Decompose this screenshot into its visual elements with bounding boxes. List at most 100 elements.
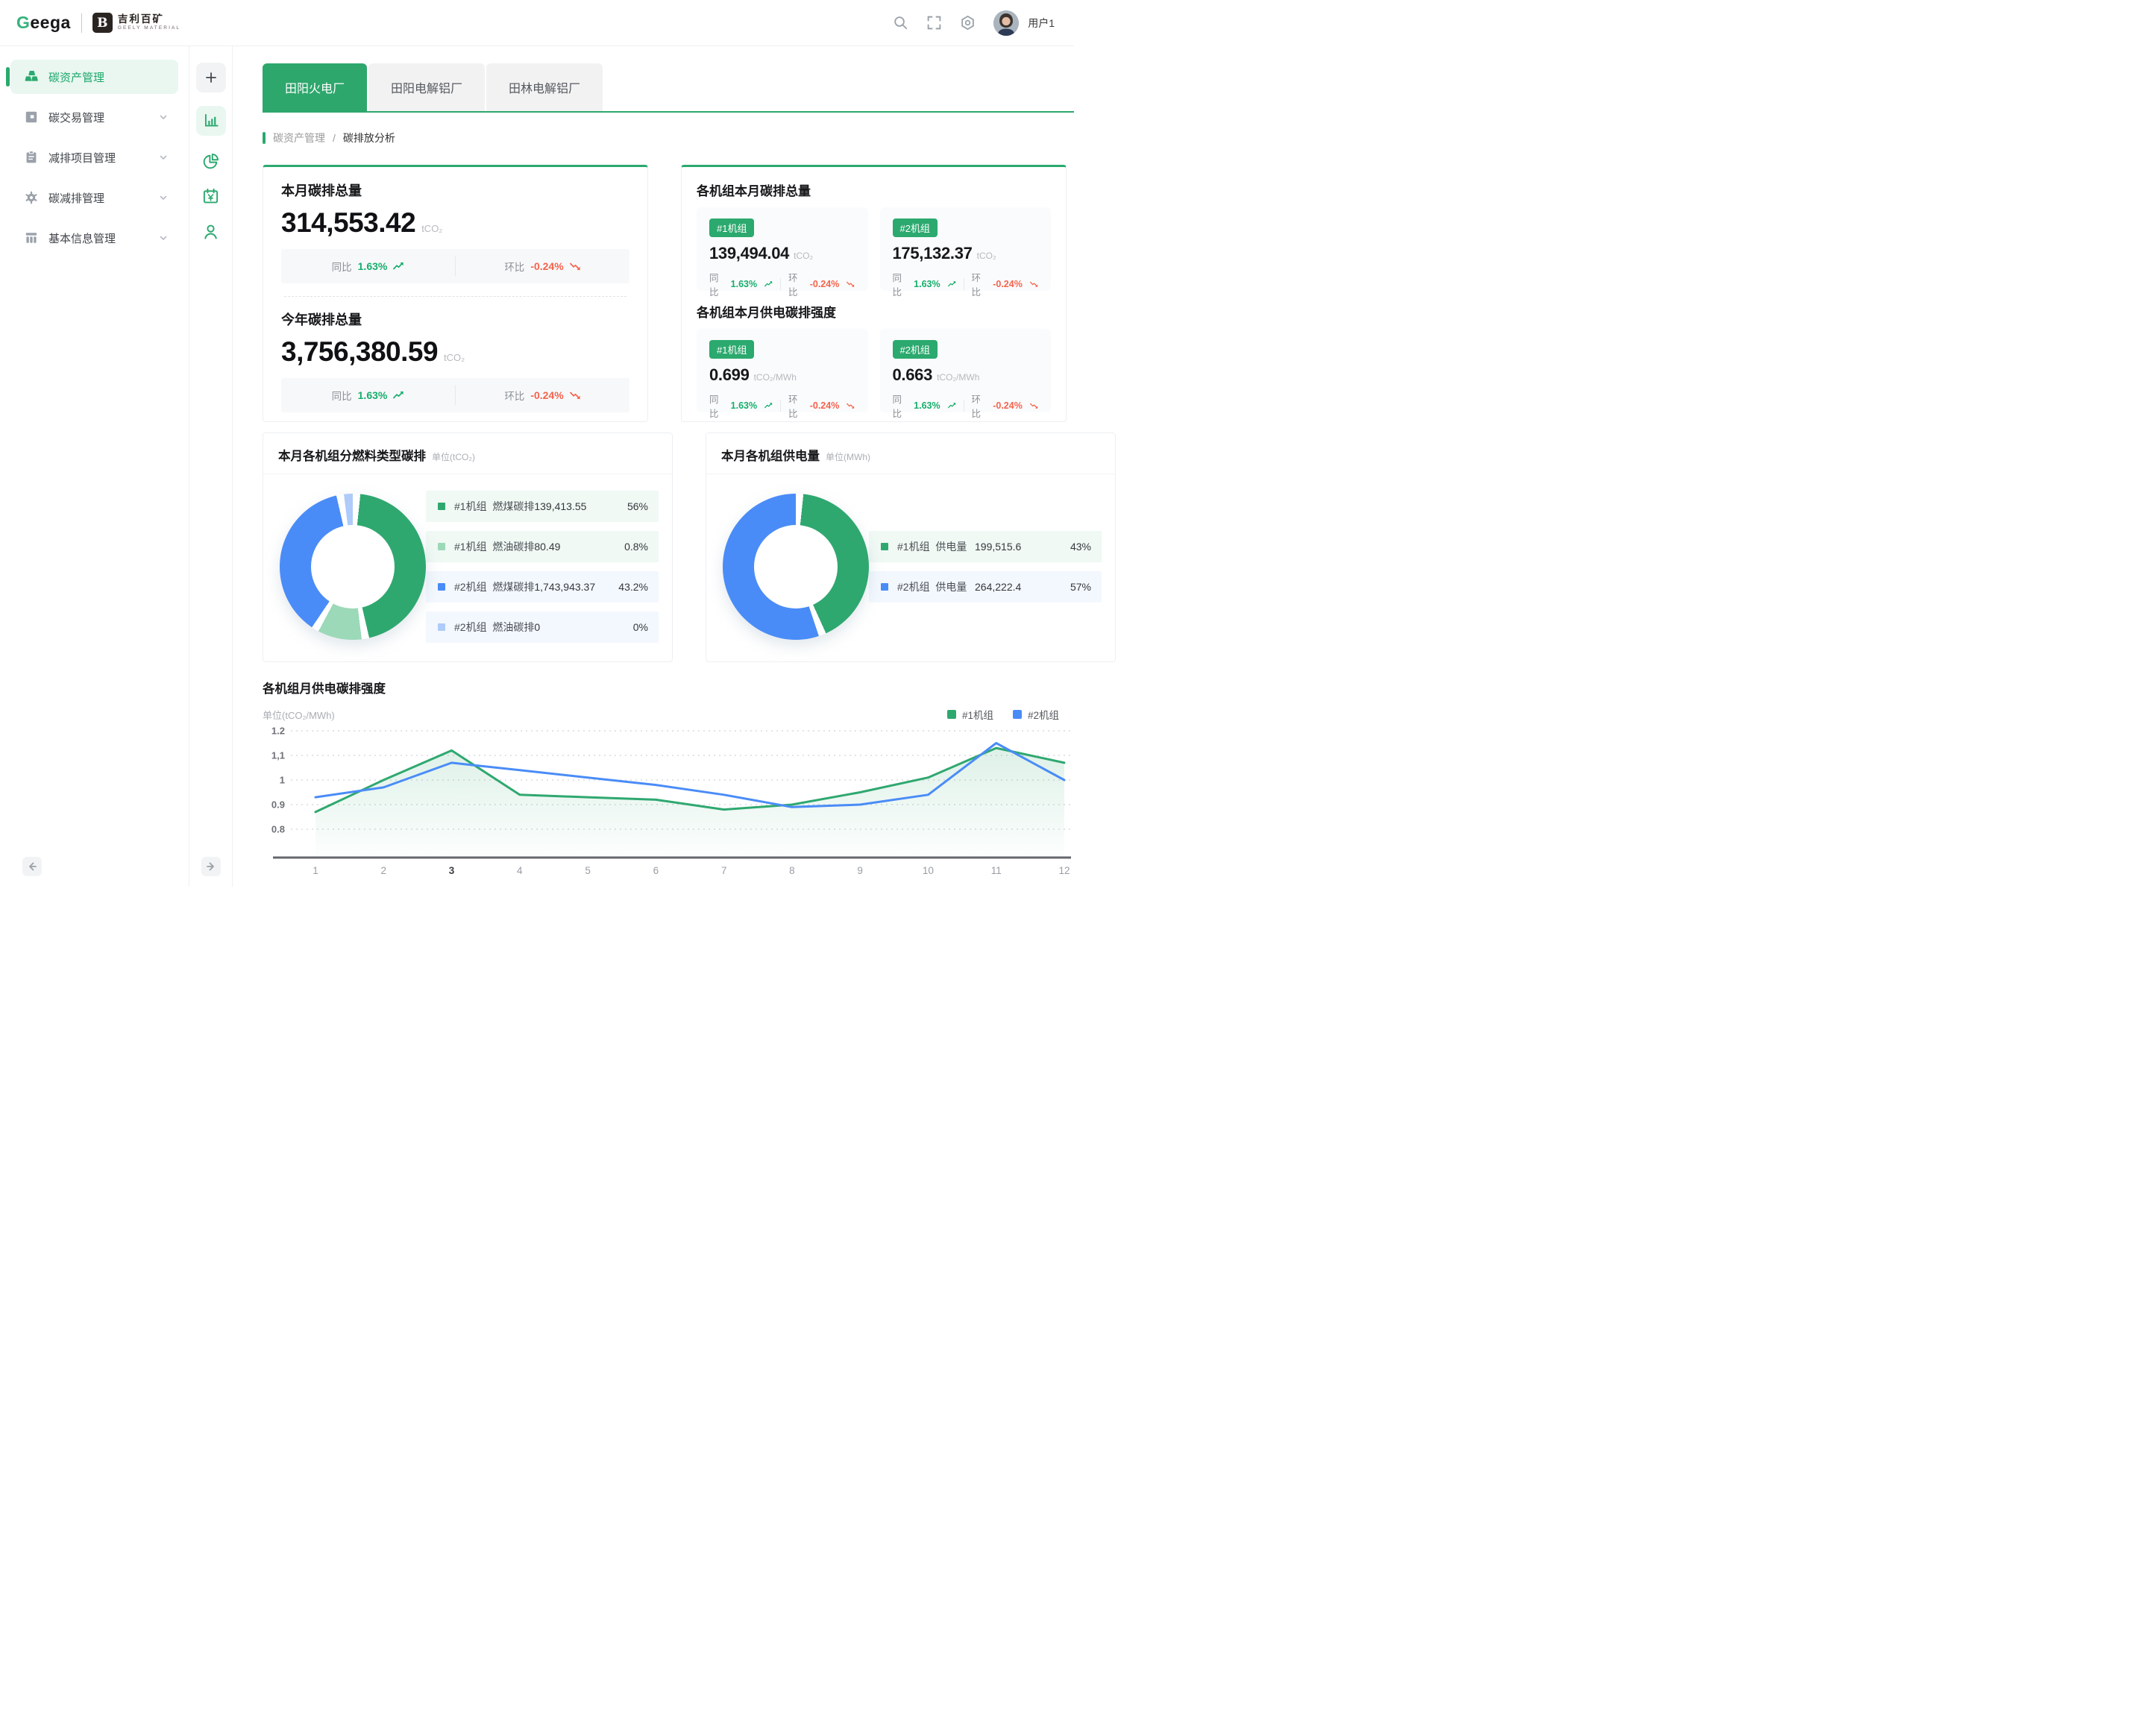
line-chart: 1.21,110.90.8123456789101112 bbox=[263, 725, 1067, 882]
trend-down-icon bbox=[1030, 280, 1038, 289]
pie-chart-icon[interactable] bbox=[201, 152, 220, 171]
power-donut-unit: 单位(MWh) bbox=[826, 450, 870, 463]
year-total-title: 今年碳排总量 bbox=[281, 309, 629, 329]
month-total-title: 本月碳排总量 bbox=[281, 180, 629, 200]
settings-icon[interactable] bbox=[960, 15, 976, 31]
month-stat-bar: 同比 1.63% 环比 -0.24% bbox=[281, 249, 629, 283]
x-tick-label: 6 bbox=[653, 865, 659, 876]
x-tick-label: 12 bbox=[1058, 865, 1070, 876]
rail-item-analysis-active[interactable] bbox=[196, 106, 226, 136]
year-total-value: 3,756,380.59 bbox=[281, 336, 438, 368]
fuel-donut-title: 本月各机组分燃料类型碳排 bbox=[278, 446, 426, 464]
sidebar-item-label: 碳交易管理 bbox=[48, 110, 104, 125]
trend-down-icon bbox=[847, 280, 855, 289]
carbon-trade-icon bbox=[24, 110, 39, 125]
fullscreen-icon[interactable] bbox=[926, 15, 942, 31]
legend-item[interactable]: #2机组 燃煤碳排 1,743,943.37 43.2% bbox=[426, 571, 659, 603]
sidebar-item-label: 减排项目管理 bbox=[48, 150, 116, 166]
partner-name-cn: 吉利百矿 bbox=[118, 14, 180, 25]
legend-item[interactable]: #1机组 供电量 199,515.6 43% bbox=[869, 531, 1102, 562]
sidebar-item-carbon-assets[interactable]: 碳资产管理 bbox=[10, 60, 178, 94]
power-supply-donut-card: 本月各机组供电量 单位(MWh) #1机组 供电量 199,51 bbox=[706, 433, 1116, 662]
avatar[interactable] bbox=[993, 10, 1019, 36]
x-tick-label: 5 bbox=[585, 865, 591, 876]
avatar-photo bbox=[993, 10, 1019, 36]
chevron-down-icon bbox=[159, 153, 168, 162]
trend-down-icon bbox=[1030, 401, 1038, 410]
y-tick-label: 0.9 bbox=[271, 799, 285, 811]
unit1-emission-subcard: #1机组 139,494.04tCO₂ 同比1.63% 环比-0.24% bbox=[697, 207, 868, 291]
expand-rail-button[interactable] bbox=[201, 857, 221, 876]
unit2-badge: #2机组 bbox=[893, 340, 938, 359]
chevron-down-icon bbox=[159, 113, 168, 122]
line-chart-svg: 1.21,110.90.8123456789101112 bbox=[263, 725, 1071, 878]
unit1-intensity-value: 0.699 bbox=[709, 365, 750, 385]
sidebar: 碳资产管理 碳交易管理 减排项目管理 bbox=[0, 46, 189, 887]
add-button[interactable] bbox=[196, 63, 226, 92]
search-icon[interactable] bbox=[893, 15, 908, 31]
user-icon[interactable] bbox=[201, 222, 220, 241]
main-content: 田阳火电厂 田阳电解铝厂 田林电解铝厂 碳资产管理 / 碳排放分析 本月碳排总量… bbox=[233, 46, 1074, 887]
carbon-assets-icon bbox=[24, 69, 39, 84]
breadcrumb-section[interactable]: 碳资产管理 bbox=[273, 130, 325, 145]
sidebar-item-basic-info[interactable]: 基本信息管理 bbox=[10, 221, 178, 255]
fuel-donut-unit: 单位(tCO₂) bbox=[432, 450, 475, 463]
legend-item[interactable]: #2机组 燃油碳排 0 0% bbox=[426, 611, 659, 643]
power-donut-chart bbox=[723, 494, 869, 640]
breadcrumb-accent-bar bbox=[263, 132, 266, 144]
legend-item[interactable]: #1机组 燃煤碳排 139,413.55 56% bbox=[426, 491, 659, 522]
legend-item-unit1[interactable]: #1机组 bbox=[947, 707, 993, 722]
legend-swatch bbox=[881, 543, 888, 550]
line-chart-legend: #1机组 #2机组 bbox=[947, 707, 1059, 722]
topbar-actions: 用户1 bbox=[893, 10, 1055, 36]
tabs-underline bbox=[263, 111, 1074, 113]
month-total-value: 314,553.42 bbox=[281, 207, 415, 239]
intensity-line-section: 各机组月供电碳排强度 单位(tCO₂/MWh) #1机组 #2机组 bbox=[263, 679, 1067, 887]
geely-material-mark-icon: B bbox=[92, 13, 113, 33]
sidebar-item-carbon-reduction[interactable]: 碳减排管理 bbox=[10, 180, 178, 215]
collapse-sidebar-button[interactable] bbox=[22, 857, 42, 876]
tab-tianyang-thermal[interactable]: 田阳火电厂 bbox=[263, 63, 367, 111]
fuel-emission-donut-card: 本月各机组分燃料类型碳排 单位(tCO₂) #1机组 燃煤碳排 bbox=[263, 433, 673, 662]
brand-area: Geega B 吉利百矿 GEELY MATERIAL bbox=[16, 13, 180, 33]
dashed-divider bbox=[284, 296, 626, 297]
trend-up-icon bbox=[393, 262, 404, 271]
sidebar-item-carbon-trade[interactable]: 碳交易管理 bbox=[10, 100, 178, 134]
unit1-badge: #1机组 bbox=[709, 218, 754, 237]
legend-swatch bbox=[438, 543, 445, 550]
legend-swatch bbox=[1013, 710, 1022, 719]
legend-item[interactable]: #1机组 燃油碳排 80.49 0.8% bbox=[426, 531, 659, 562]
calendar-yen-icon[interactable] bbox=[201, 187, 220, 206]
arrow-left-icon bbox=[27, 861, 37, 872]
brand-divider bbox=[81, 13, 82, 33]
unit2-badge: #2机组 bbox=[893, 218, 938, 237]
app-window: Geega B 吉利百矿 GEELY MATERIAL bbox=[0, 0, 1074, 887]
x-tick-label: 9 bbox=[857, 865, 863, 876]
sidebar-item-reduction-project[interactable]: 减排项目管理 bbox=[10, 140, 178, 174]
breadcrumb-separator: / bbox=[333, 132, 336, 144]
carbon-reduction-icon bbox=[24, 190, 39, 205]
legend-item[interactable]: #2机组 供电量 264,222.4 57% bbox=[869, 571, 1102, 603]
plant-tabs: 田阳火电厂 田阳电解铝厂 田林电解铝厂 bbox=[263, 63, 1067, 111]
sidebar-item-label: 基本信息管理 bbox=[48, 230, 116, 246]
line-chart-unit: 单位(tCO₂/MWh) bbox=[263, 708, 335, 722]
tab-tianlin-aluminum[interactable]: 田林电解铝厂 bbox=[486, 63, 603, 111]
reduction-project-icon bbox=[24, 150, 39, 165]
donut-row: 本月各机组分燃料类型碳排 单位(tCO₂) #1机组 燃煤碳排 bbox=[263, 433, 1067, 662]
x-tick-label: 1 bbox=[313, 865, 318, 876]
partner-name-en: GEELY MATERIAL bbox=[118, 26, 180, 31]
yoy-stat: 同比 1.63% bbox=[281, 388, 455, 403]
x-tick-label: 2 bbox=[381, 865, 387, 876]
unit-month-title: 各机组本月碳排总量 bbox=[697, 180, 1051, 199]
geega-logo: Geega bbox=[16, 13, 71, 33]
legend-item-unit2[interactable]: #2机组 bbox=[1013, 707, 1059, 722]
legend-swatch bbox=[438, 583, 445, 591]
year-total-unit: tCO₂ bbox=[444, 352, 465, 363]
bar-chart-icon bbox=[202, 112, 220, 130]
legend-swatch bbox=[947, 710, 956, 719]
tab-tianyang-aluminum[interactable]: 田阳电解铝厂 bbox=[368, 63, 485, 111]
series-area-#1机组 bbox=[315, 748, 1064, 858]
username[interactable]: 用户1 bbox=[1028, 16, 1055, 31]
yoy-stat: 同比 1.63% bbox=[281, 259, 455, 274]
y-tick-label: 0.8 bbox=[271, 824, 285, 835]
